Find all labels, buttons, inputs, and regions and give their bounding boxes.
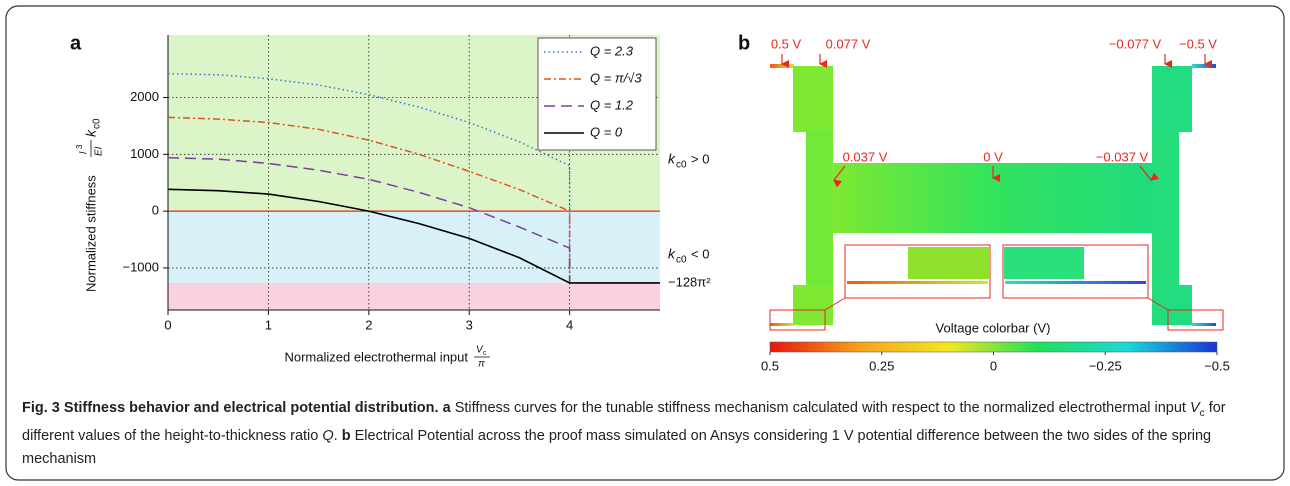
annotation-symbol: k	[668, 151, 676, 167]
caption: Fig. 3 Stiffness behavior and electrical…	[22, 397, 1272, 471]
inset-wire	[1005, 281, 1146, 284]
colorbar-ticks: 0.5 0.25 0 −0.25 −0.5	[761, 352, 1230, 373]
x-tick-label: 2	[365, 317, 372, 332]
y-label-text: Normalized stiffness	[83, 175, 98, 292]
voltage-label: 0.077 V	[826, 36, 871, 51]
y-label-symbol: k	[83, 129, 99, 137]
voltage-label: 0.5 V	[771, 36, 802, 51]
colorbar-tick-label: −0.5	[1204, 358, 1230, 373]
caption-title: Fig. 3 Stiffness behavior and electrical…	[22, 400, 439, 416]
caption-part-label: b	[342, 428, 351, 444]
spring-column	[1152, 285, 1192, 325]
spring-column	[1152, 130, 1179, 287]
y-axis-label: Normalized stiffness l 3 EI k c0	[75, 118, 105, 292]
wire	[1192, 64, 1216, 68]
annotation-symbol: k	[668, 246, 676, 262]
legend-label: Q = 2.3	[590, 43, 634, 58]
wire	[770, 323, 794, 326]
region	[168, 283, 660, 310]
x-tick-label: 4	[566, 317, 573, 332]
voltage-label: −0.077 V	[1109, 36, 1162, 51]
panel-label: b	[738, 32, 750, 54]
y-label-sup: 3	[75, 144, 84, 149]
y-tick-label: 1000	[130, 146, 159, 161]
caption-symbol: V	[1190, 400, 1200, 416]
spring-column	[793, 66, 833, 132]
annotation-sub: c0	[676, 160, 687, 171]
y-tick-label: 2000	[130, 89, 159, 104]
voltage-label: 0.037 V	[843, 149, 888, 164]
voltage-label: −0.5 V	[1179, 36, 1217, 51]
mechanism	[770, 64, 1223, 330]
colorbar-tick-label: 0.25	[869, 358, 894, 373]
x-tick-label: 0	[164, 317, 171, 332]
x-label-den: π	[478, 359, 485, 370]
colorbar-tick-label: −0.25	[1089, 358, 1122, 373]
voltage-label: 0 V	[983, 149, 1003, 164]
y-tick-label: 0	[152, 203, 159, 218]
colorbar	[770, 342, 1217, 352]
caption-symbol: Q	[322, 428, 333, 444]
annotation-text: < 0	[691, 246, 709, 261]
wire	[1192, 323, 1216, 326]
x-axis-label: Normalized electrothermal input	[284, 349, 468, 364]
caption-text: Stiffness curves for the tunable stiffne…	[455, 400, 1190, 416]
inset-column	[908, 247, 989, 279]
inset-wire	[847, 281, 988, 284]
annotation-sub: c0	[676, 255, 687, 266]
colorbar-tick-label: 0.5	[761, 358, 779, 373]
colorbar-tick-label: 0	[990, 358, 997, 373]
legend-label: Q = 0	[590, 124, 623, 139]
caption-part-label: a	[443, 400, 451, 416]
spring-column	[1152, 66, 1192, 132]
caption-text: .	[334, 428, 338, 444]
y-label-num: l	[79, 151, 90, 154]
panel-label: a	[70, 32, 82, 54]
legend-label: Q = 1.2	[590, 97, 634, 112]
spring-column	[793, 285, 833, 325]
page: 0 1 2 3 4 −1000 0 1000 2000 Q = 2.3 Q = π/√3 Q = 1.…	[0, 0, 1290, 486]
inset-column	[1004, 247, 1084, 279]
colorbar-title: Voltage colorbar (V)	[936, 320, 1051, 335]
legend-label: Q = π/√3	[590, 70, 642, 85]
annotation-text: > 0	[691, 151, 709, 166]
x-tick-label: 1	[265, 317, 272, 332]
x-tick-label: 3	[466, 317, 473, 332]
y-label-sub: c0	[92, 118, 103, 129]
annotation-text: −128π²	[668, 274, 711, 289]
voltage-label: −0.037 V	[1096, 149, 1149, 164]
wire	[770, 64, 794, 68]
y-tick-label: −1000	[122, 259, 159, 274]
spring-column	[806, 130, 833, 287]
x-label-sub: c	[483, 350, 487, 357]
plot-a: 0 1 2 3 4 −1000 0 1000 2000 Q = 2.3 Q = π/√3 Q = 1.…	[122, 35, 711, 332]
y-label-den: EI	[94, 146, 105, 156]
